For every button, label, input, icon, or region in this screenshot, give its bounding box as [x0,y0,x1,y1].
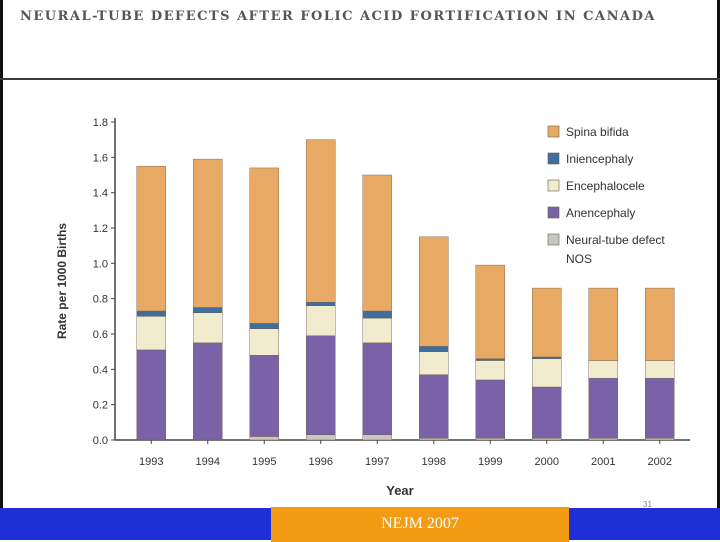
bar-1994-iniencephaly [193,307,223,314]
bar-1994-encephalocele [193,312,223,344]
bar-1999-anencephaly [475,379,505,439]
y-tick-label-0: 0.0 [93,435,108,447]
legend-swatch-encephalocele [547,179,560,192]
source-box: NEJM 2007 [271,505,569,542]
bar-1993-encephalocele [136,316,166,351]
y-tick-label-9: 1.8 [93,117,108,129]
y-tick-label-4: 0.8 [93,294,108,306]
legend-label-anencephaly: Anencephaly [566,206,635,220]
legend-label-iniencephaly: Iniencephaly [566,152,633,166]
legend-swatch-iniencephaly [547,152,560,165]
bar-1993-iniencephaly [136,310,166,317]
bar-1995-spina_bifida [249,167,279,324]
legend-swatch-ntd_nos [547,233,560,246]
x-tick-label-1999: 1999 [478,456,502,468]
x-axis-label: Year [386,483,413,498]
bar-1996-iniencephaly [306,302,336,306]
y-tick-label-2: 0.4 [93,364,108,376]
bar-1998-anencephaly [419,374,449,439]
y-tick-label-5: 1.0 [93,258,108,270]
bar-1996-ntd_nos [306,434,336,441]
bar-1997-anencephaly [362,342,392,435]
x-tick-label-1995: 1995 [252,456,276,468]
y-tick-label-7: 1.4 [93,188,108,200]
bar-2000-ntd_nos [532,438,562,441]
y-tick-label-6: 1.2 [93,223,108,235]
bar-1995-encephalocele [249,328,279,356]
bar-1994-anencephaly [193,342,223,441]
bar-1998-encephalocele [419,351,449,375]
bar-1997-iniencephaly [362,310,392,319]
y-tick-label-8: 1.6 [93,152,108,164]
bar-2000-encephalocele [532,358,562,388]
bar-2002-spina_bifida [645,287,675,361]
x-tick-label-2000: 2000 [535,456,559,468]
y-tick-label-3: 0.6 [93,329,108,341]
frame-right-border [717,0,720,508]
bar-1997-ntd_nos [362,434,392,441]
bar-1999-spina_bifida [475,264,505,359]
bar-1996-anencephaly [306,335,336,435]
title-rule [0,78,720,80]
x-tick-label-1998: 1998 [422,456,446,468]
stacked-bar-chart: 0.0 0.2 0.4 0.6 0.8 1.0 1.2 1.4 1.6 1.8 Rate per 1… [55,117,690,498]
bar-2001-ntd_nos [588,438,618,441]
frame-left-border [0,0,3,508]
y-axis-label: Rate per 1000 Births [55,223,69,339]
bar-1999-ntd_nos [475,438,505,441]
bar-1995-anencephaly [249,355,279,437]
bar-1993-spina_bifida [136,165,166,312]
legend-label-ntd_nos: Neural-tube defect NOS [566,233,665,266]
figure-title: NEURAL-TUBE DEFECTS AFTER FOLIC ACID FOR… [20,9,656,24]
bar-2002-ntd_nos [645,438,675,441]
bar-1997-encephalocele [362,317,392,344]
bar-1995-ntd_nos [249,436,279,441]
bar-1998-spina_bifida [419,236,449,347]
x-tick-label-2001: 2001 [591,456,615,468]
bar-1998-iniencephaly [419,346,449,352]
x-tick-label-1996: 1996 [309,456,333,468]
x-tick-label-1993: 1993 [139,456,163,468]
bar-1996-spina_bifida [306,139,336,303]
x-tick-label-1997: 1997 [365,456,389,468]
bar-2000-anencephaly [532,386,562,439]
source-label: NEJM 2007 [381,515,459,532]
bar-1993-anencephaly [136,349,166,441]
legend-label-spina_bifida: Spina bifida [566,125,629,139]
bar-1997-spina_bifida [362,174,392,312]
page-number: 31 [643,500,652,509]
bar-1999-encephalocele [475,360,505,381]
bar-1994-spina_bifida [193,158,223,308]
x-tick-label-2002: 2002 [648,456,672,468]
bar-1999-iniencephaly [475,358,505,361]
legend-swatch-spina_bifida [547,125,560,138]
bar-1995-iniencephaly [249,323,279,329]
legend-swatch-anencephaly [547,206,560,219]
bar-2002-encephalocele [645,360,675,379]
bar-1996-encephalocele [306,305,336,336]
bar-2002-anencephaly [645,377,675,439]
x-tick-label-1994: 1994 [196,456,220,468]
y-tick-label-1: 0.2 [93,400,108,412]
bar-2001-anencephaly [588,377,618,439]
bar-1998-ntd_nos [419,438,449,441]
bar-2001-spina_bifida [588,287,618,361]
bar-2000-iniencephaly [532,356,562,359]
legend-label-encephalocele: Encephalocele [566,179,645,193]
bar-2001-encephalocele [588,360,618,379]
bar-2000-spina_bifida [532,287,562,358]
